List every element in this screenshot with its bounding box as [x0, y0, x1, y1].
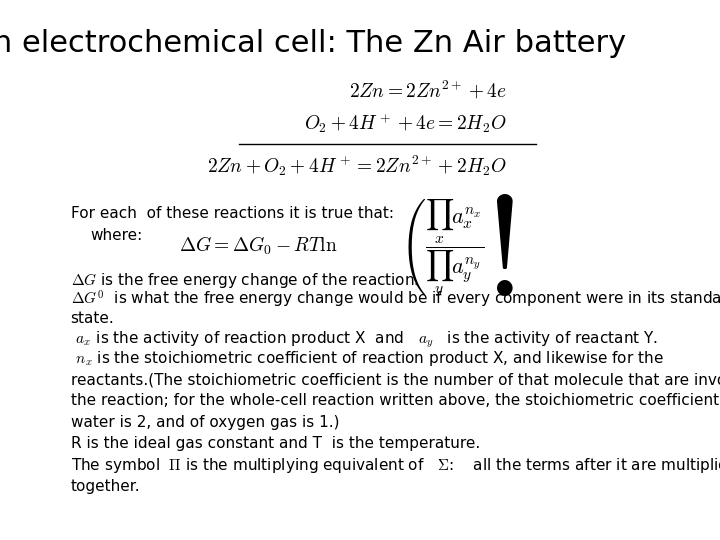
- Text: water is 2, and of oxygen gas is 1.): water is 2, and of oxygen gas is 1.): [71, 415, 339, 430]
- Text: $n_x$ is the stoichiometric coefficient of reaction product X, and likewise for : $n_x$ is the stoichiometric coefficient …: [71, 349, 663, 368]
- Text: the reaction; for the whole-cell reaction written above, the stoichiometric coef: the reaction; for the whole-cell reactio…: [71, 394, 720, 408]
- Text: $a_x$ is the activity of reaction product X  and   $a_y$   is the activity of re: $a_x$ is the activity of reaction produc…: [71, 329, 658, 350]
- Text: state.: state.: [71, 310, 114, 326]
- Text: An electrochemical cell: The Zn Air battery: An electrochemical cell: The Zn Air batt…: [0, 30, 626, 58]
- Text: R is the ideal gas constant and T  is the temperature.: R is the ideal gas constant and T is the…: [71, 436, 480, 451]
- Text: $2Zn = 2Zn^{2+} + 4e$: $2Zn = 2Zn^{2+} + 4e$: [348, 80, 507, 102]
- Text: together.: together.: [71, 479, 140, 494]
- Text: reactants.(The stoichiometric coefficient is the number of that molecule that ar: reactants.(The stoichiometric coefficien…: [71, 372, 720, 387]
- Text: $2Zn + O_2 + 4H^+ = 2Zn^{2+} + 2H_2O$: $2Zn + O_2 + 4H^+ = 2Zn^{2+} + 2H_2O$: [207, 153, 507, 178]
- Text: $\Delta G^0$  is what the free energy change would be if every component were in: $\Delta G^0$ is what the free energy cha…: [71, 289, 720, 310]
- Text: $\Delta G$ is the free energy change of the reaction.: $\Delta G$ is the free energy change of …: [71, 271, 419, 290]
- Text: $O_2 + 4H^+ + 4e = 2H_2O$: $O_2 + 4H^+ + 4e = 2H_2O$: [304, 111, 507, 135]
- Text: $\Delta G = \Delta G_0 - RT\ln$: $\Delta G = \Delta G_0 - RT\ln$: [179, 235, 338, 257]
- Text: $\left(\dfrac{\prod_x a_x^{n_x}}{\prod_y a_y^{n_y}}\right)$: $\left(\dfrac{\prod_x a_x^{n_x}}{\prod_y…: [400, 193, 515, 299]
- Text: where:: where:: [91, 228, 143, 243]
- Text: The symbol  $\Pi$ is the multiplying equivalent of   $\Sigma$:    all the terms : The symbol $\Pi$ is the multiplying equi…: [71, 456, 720, 475]
- Text: For each  of these reactions it is true that:: For each of these reactions it is true t…: [71, 206, 394, 221]
